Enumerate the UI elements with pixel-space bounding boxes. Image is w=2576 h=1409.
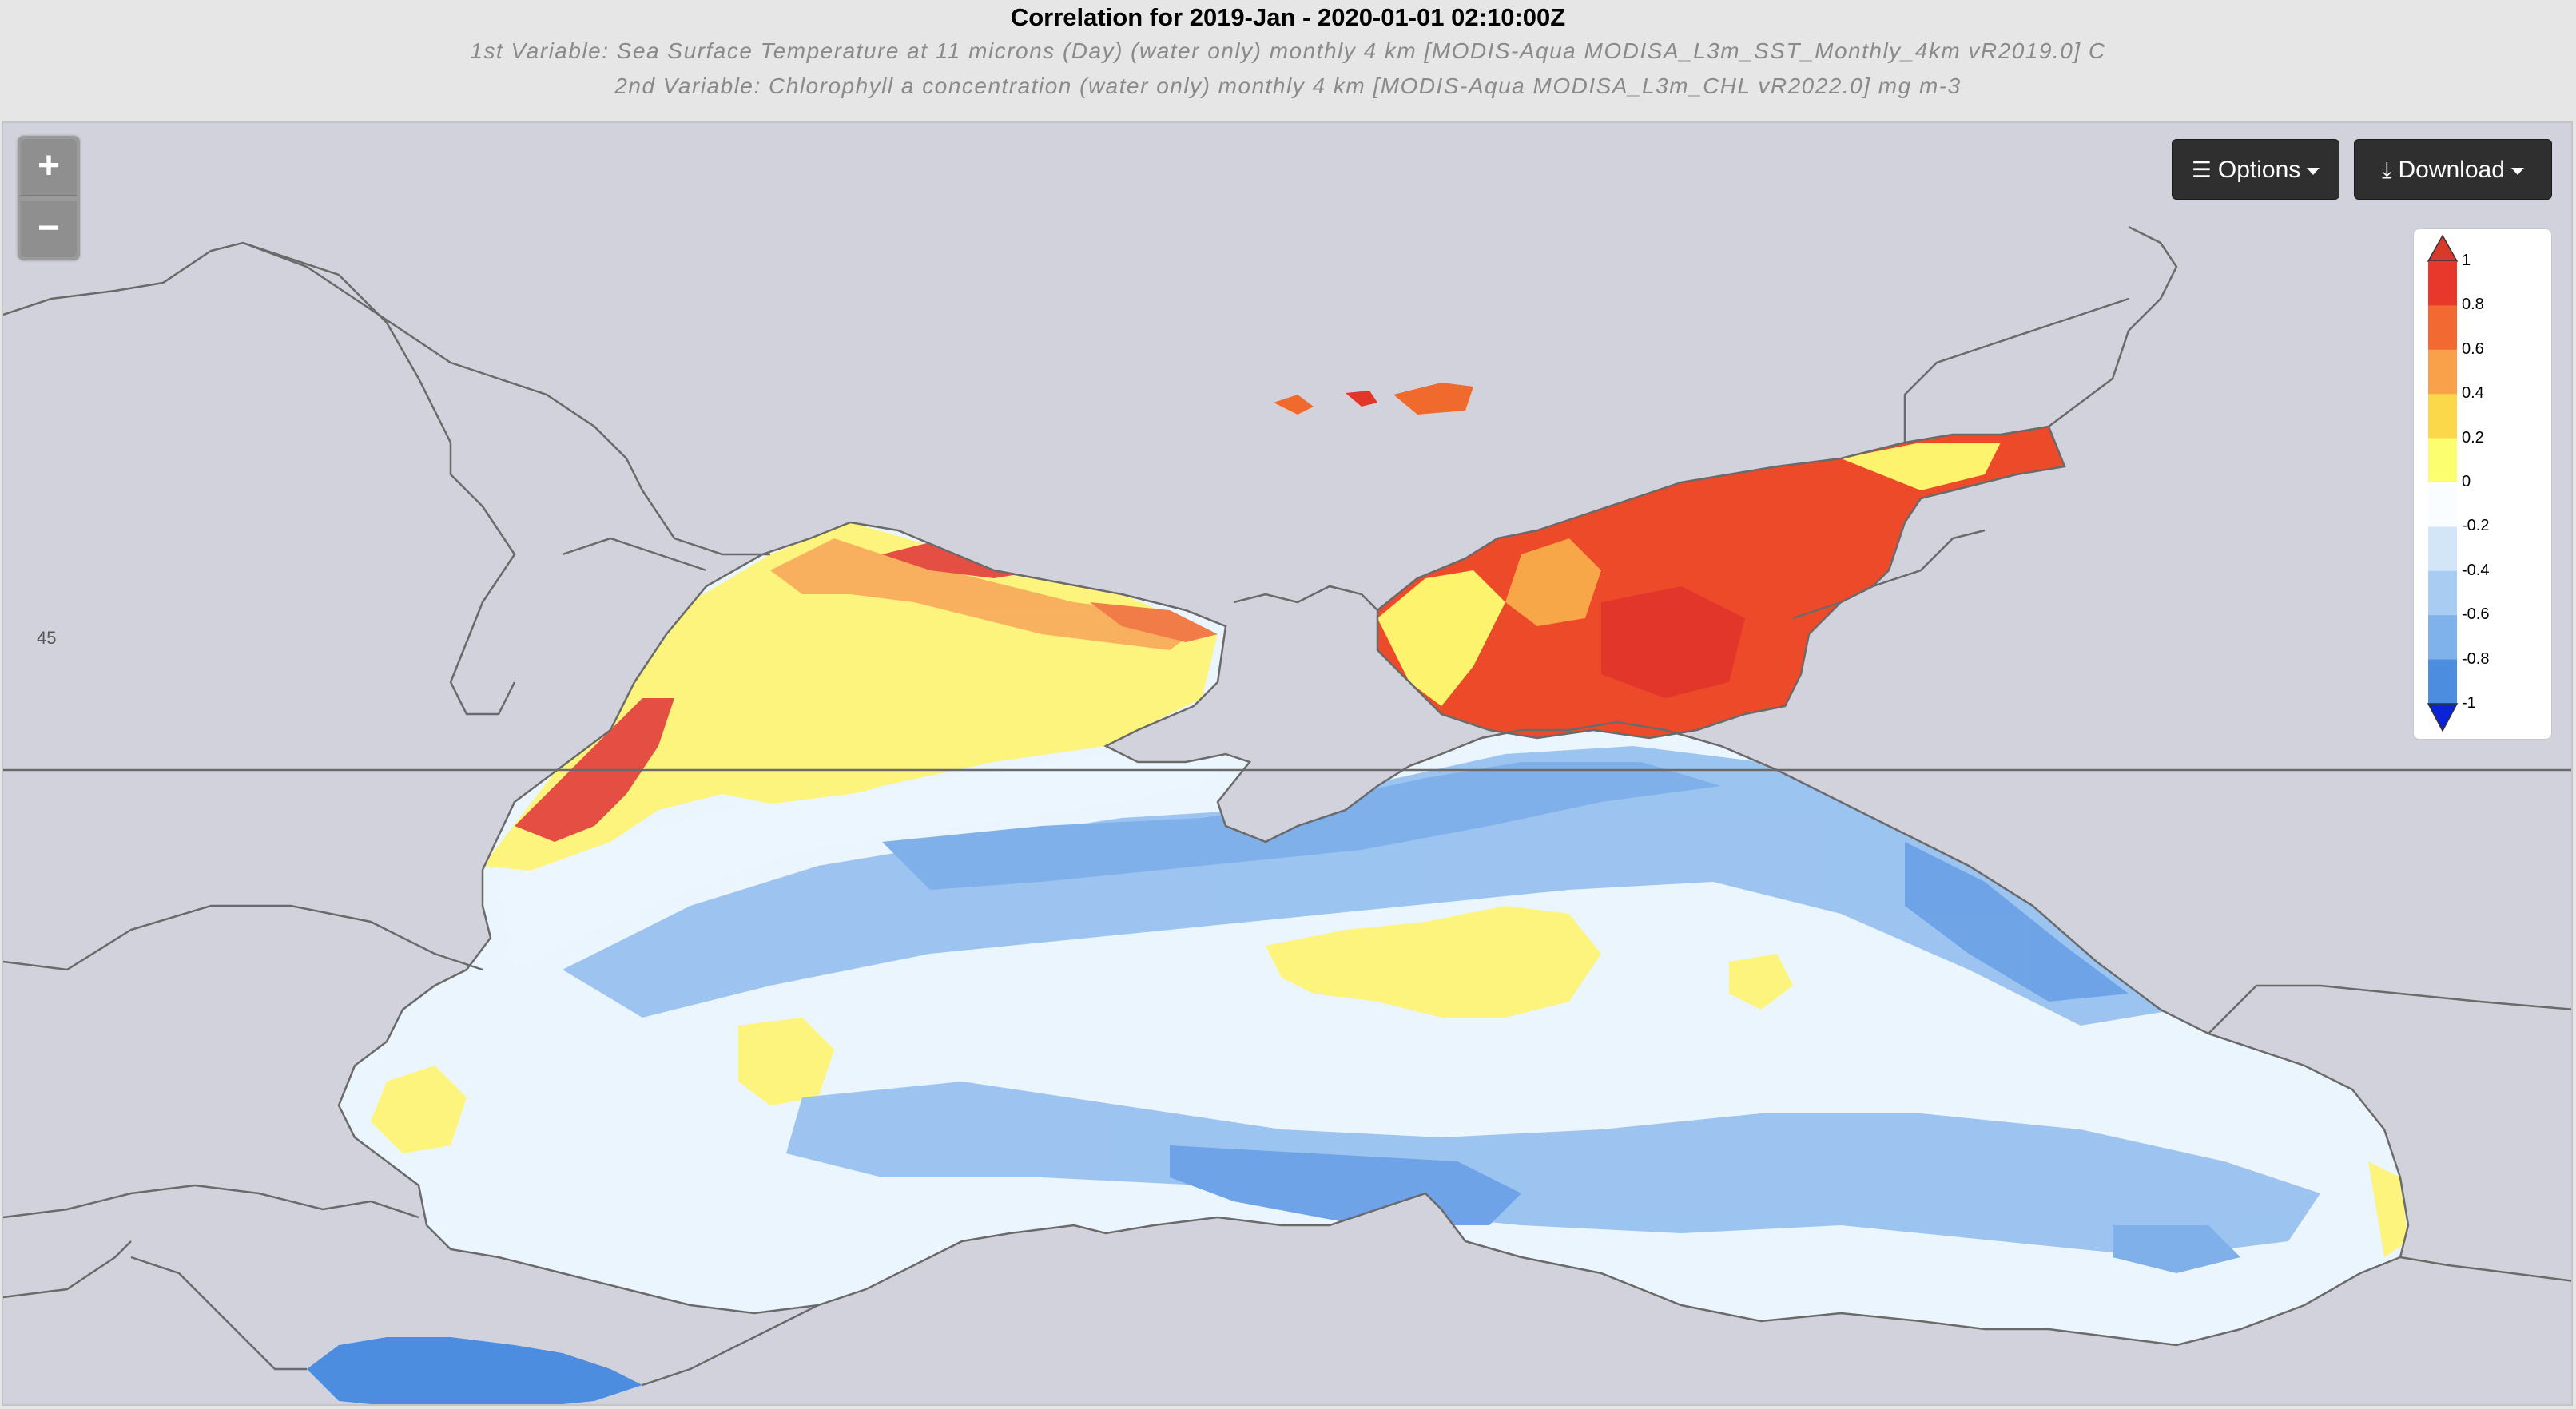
legend-color-bin: [2428, 659, 2457, 704]
legend-color-bin: [2428, 615, 2457, 661]
map-svg: [3, 123, 2571, 1404]
download-label: Download: [2398, 157, 2505, 183]
legend-color-bin: [2428, 570, 2457, 616]
legend-label: 0.4: [2462, 384, 2484, 403]
legend-label: -0.8: [2462, 649, 2490, 668]
legend-color-bin: [2428, 394, 2457, 439]
legend-label: 0.8: [2462, 296, 2484, 314]
options-label: Options: [2217, 157, 2301, 183]
bars-icon: ☰: [2191, 157, 2212, 182]
legend-label: 1: [2462, 252, 2471, 269]
caret-down-icon: [2307, 167, 2320, 175]
page-title: Correlation for 2019-Jan - 2020-01-01 02…: [1010, 3, 1566, 31]
zoom-out-button[interactable]: −: [21, 201, 77, 257]
legend-color-bin: [2428, 482, 2457, 527]
zoom-in-button[interactable]: +: [21, 139, 77, 196]
lake-patch: [1346, 391, 1377, 407]
legend-label: -0.6: [2462, 605, 2490, 624]
legend-label: -1: [2462, 694, 2476, 712]
legend-color-bin: [2428, 305, 2457, 351]
marmara-sea: [307, 1337, 642, 1404]
map-canvas[interactable]: [2, 121, 2573, 1406]
legend-color-bin: [2428, 438, 2457, 483]
caret-down-icon: [2510, 167, 2524, 175]
legend-label: 0.2: [2462, 428, 2484, 447]
lake-patch: [1393, 383, 1473, 415]
legend-label: 0.6: [2462, 339, 2484, 358]
legend-color-bin: [2428, 526, 2457, 572]
color-legend: 1 0.8 0.6 0.4 0.2 0 -0.2 -0.4 -0.6 -0.8 -1: [2413, 228, 2552, 740]
header: Correlation for 2019-Jan - 2020-01-01 02…: [0, 0, 2576, 120]
legend-color-bin: [2428, 261, 2457, 306]
legend-label: -0.4: [2462, 561, 2490, 579]
legend-label: -0.2: [2462, 517, 2490, 535]
subtitle-first-variable: 1st Variable: Sea Surface Temperature at…: [470, 38, 2106, 63]
legend-bar: [2427, 234, 2459, 732]
latitude-label: 45: [37, 628, 57, 648]
options-button[interactable]: ☰ Options: [2172, 139, 2339, 200]
download-icon: ⤓: [2382, 157, 2392, 182]
zoom-control: + −: [18, 136, 80, 260]
download-button[interactable]: ⤓ Download: [2354, 139, 2552, 200]
legend-label: 0: [2462, 473, 2471, 490]
legend-color-bin: [2428, 349, 2457, 395]
legend-over-triangle: [2427, 234, 2459, 262]
lake-patch: [1274, 395, 1314, 415]
coastlines-and-borders: [3, 225, 2571, 1387]
legend-under-triangle: [2427, 703, 2459, 732]
subtitle-second-variable: 2nd Variable: Chlorophyll a concentratio…: [614, 73, 1962, 98]
